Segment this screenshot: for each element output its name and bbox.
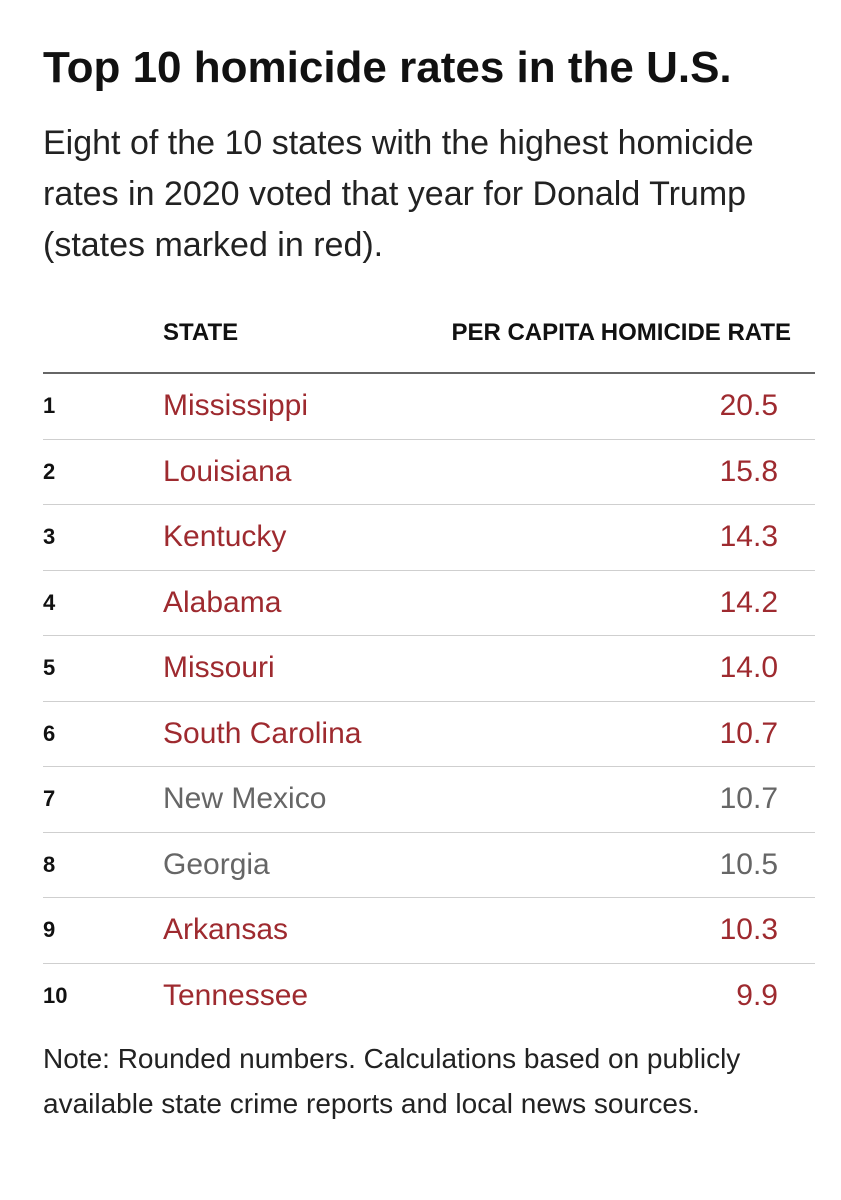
table-row: 7 New Mexico 10.7 <box>43 767 815 833</box>
chart-note: Note: Rounded numbers. Calculations base… <box>43 1043 741 1119</box>
rate-cell: 10.7 <box>719 782 778 815</box>
rate-cell: 14.3 <box>719 520 778 553</box>
table-row: 3 Kentucky 14.3 <box>43 505 815 571</box>
table-row: 9 Arkansas 10.3 <box>43 898 815 964</box>
column-header-state: STATE <box>163 319 239 346</box>
rate-cell: 9.9 <box>736 978 778 1012</box>
state-cell: Missouri <box>163 651 275 684</box>
table-row: 6 South Carolina 10.7 <box>43 702 815 767</box>
state-cell: New Mexico <box>163 782 327 815</box>
column-header-rate: PER CAPITA HOMICIDE RATE <box>451 319 791 346</box>
state-cell: Alabama <box>163 585 282 619</box>
rate-cell: 20.5 <box>719 389 778 422</box>
rank-cell: 1 <box>43 393 56 418</box>
state-cell: Mississippi <box>163 389 309 422</box>
rank-cell: 3 <box>43 524 56 549</box>
table-row: 5 Missouri 14.0 <box>43 636 815 702</box>
rank-cell: 5 <box>43 655 56 680</box>
table-row: 10 Tennessee 9.9 <box>43 964 815 1029</box>
rate-cell: 14.0 <box>719 651 778 684</box>
state-cell: Louisiana <box>163 454 292 488</box>
table-row: 4 Alabama 14.2 <box>43 571 815 636</box>
state-cell: South Carolina <box>163 716 362 750</box>
homicide-table: STATE PER CAPITA HOMICIDE RATE 1 Mississi… <box>43 300 815 1028</box>
state-cell: Arkansas <box>163 913 289 946</box>
rate-cell: 10.3 <box>719 913 778 946</box>
rank-cell: 2 <box>43 458 56 484</box>
state-cell: Kentucky <box>163 520 287 553</box>
rank-cell: 7 <box>43 786 56 811</box>
rate-cell: 15.8 <box>719 454 778 488</box>
table-row: 8 Georgia 10.5 <box>43 833 815 898</box>
chart-subtitle: Eight of the 10 states with the highest … <box>43 124 754 264</box>
rank-cell: 4 <box>43 589 56 615</box>
table-row: 1 Mississippi 20.5 <box>43 374 815 440</box>
rate-cell: 14.2 <box>719 585 778 619</box>
state-cell: Georgia <box>163 847 270 881</box>
rate-cell: 10.5 <box>719 847 778 881</box>
table-body: 1 Mississippi 20.5 2 Louisiana 15.8 3 Kentucky 1… <box>43 374 815 1028</box>
rate-cell: 10.7 <box>719 716 778 750</box>
rank-cell: 8 <box>43 851 56 877</box>
chart-title: Top 10 homicide rates in the U.S. <box>43 43 732 92</box>
table-row: 2 Louisiana 15.8 <box>43 440 815 505</box>
rank-cell: 6 <box>43 720 56 746</box>
rank-cell: 10 <box>43 982 68 1008</box>
table-header: STATE PER CAPITA HOMICIDE RATE <box>43 300 815 374</box>
rank-cell: 9 <box>43 917 56 942</box>
state-cell: Tennessee <box>163 978 309 1012</box>
